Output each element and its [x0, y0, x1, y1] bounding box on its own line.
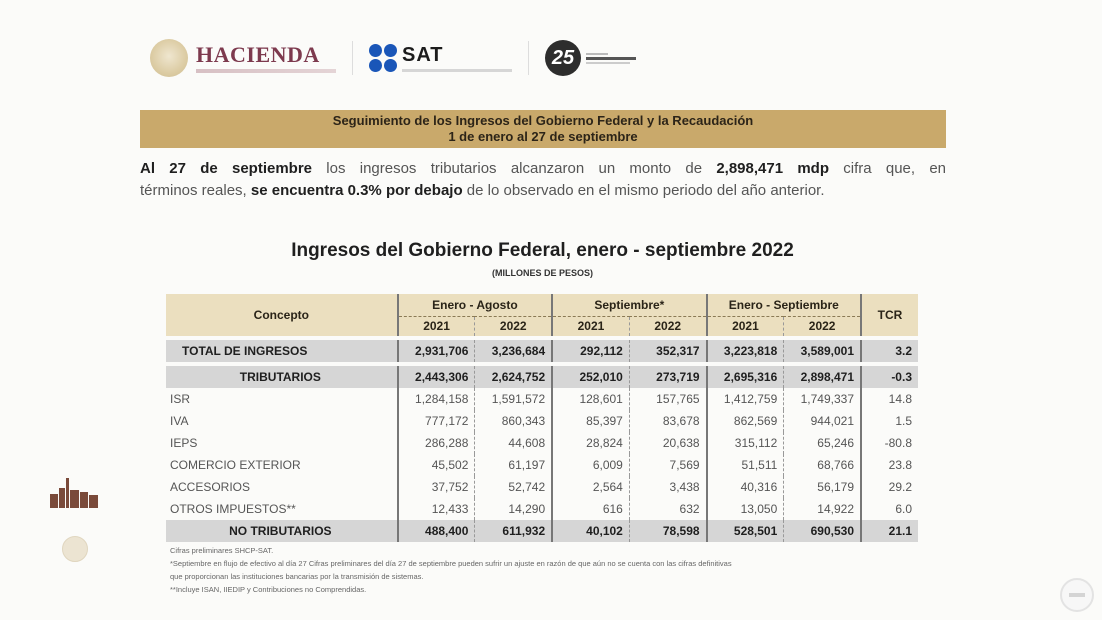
anniversary-logo: 25 [545, 40, 636, 76]
table-row: IEPS 286,288 44,608 28,824 20,638 315,11… [166, 432, 918, 454]
table-row: ACCESORIOS 37,752 52,742 2,564 3,438 40,… [166, 476, 918, 498]
hacienda-logo: HACIENDA [150, 39, 336, 77]
sat-logo: SAT [369, 44, 512, 72]
table-title: Ingresos del Gobierno Federal, enero - s… [291, 240, 794, 261]
anniversary-25-icon: 25 [545, 40, 581, 76]
header-septiembre: Septiembre* [551, 294, 707, 317]
footnote: que proporcionan las instituciones banca… [170, 572, 424, 581]
summary-date: Al 27 de septiembre [140, 160, 313, 177]
table-row-tributarios: TRIBUTARIOS 2,443,306 2,624,752 252,010 … [166, 366, 918, 388]
footnotes: Cifras preliminares SHCP-SAT. *Septiembr… [170, 544, 930, 596]
footnote: *Septiembre en flujo de efectivo al día … [170, 559, 732, 568]
hacienda-tagline [196, 68, 336, 73]
table-row-no-tributarios: NO TRIBUTARIOS 488,400 611,932 40,102 78… [166, 520, 918, 542]
summary-paragraph: Al 27 de septiembre los ingresos tributa… [140, 160, 947, 199]
sat-dots-icon [369, 44, 397, 72]
header-year: 2022 [474, 316, 553, 336]
table-row: OTROS IMPUESTOS** 12,433 14,290 616 632 … [166, 498, 918, 520]
sat-wordmark: SAT [402, 43, 444, 66]
logo-bar: HACIENDA SAT 25 [150, 36, 636, 80]
broadcast-watermark-icon [1060, 578, 1094, 612]
header-enero-agosto: Enero - Agosto [396, 294, 553, 317]
header-year: 2021 [551, 316, 630, 336]
table-row-total: TOTAL DE INGRESOS 2,931,706 3,236,684 29… [166, 340, 918, 362]
table-row: IVA 777,172 860,343 85,397 83,678 862,56… [166, 410, 918, 432]
table-row: COMERCIO EXTERIOR 45,502 61,197 6,009 7,… [166, 454, 918, 476]
hacienda-wordmark: HACIENDA [196, 41, 320, 67]
table-row: ISR 1,284,158 1,591,572 128,601 157,765 … [166, 388, 918, 410]
header-year: 2022 [783, 316, 861, 336]
footnote: Cifras preliminares SHCP-SAT. [170, 546, 274, 555]
footnote: **Incluye ISAN, IIEDIP y Contribuciones … [170, 585, 367, 594]
header-year: 2021 [396, 316, 475, 336]
banner-date-range: 1 de enero al 27 de septiembre [448, 129, 638, 144]
sat-tagline [402, 68, 512, 72]
header-year: 2021 [705, 316, 784, 336]
logo-divider [528, 41, 529, 75]
seal-icon [62, 536, 88, 562]
table-units: (MILLONES DE PESOS) [491, 268, 593, 278]
national-seal-icon [150, 39, 188, 77]
title-banner: Seguimiento de los Ingresos del Gobierno… [140, 110, 946, 148]
city-skyline-icon [48, 478, 100, 508]
header-year: 2022 [628, 316, 707, 336]
banner-title: Seguimiento de los Ingresos del Gobierno… [332, 113, 754, 128]
header-concepto: Concepto [166, 294, 398, 336]
summary-amount: 2,898,471 mdp [716, 160, 829, 177]
header-enero-septiembre: Enero - Septiembre [705, 294, 861, 317]
header-tcr: TCR [860, 294, 918, 336]
summary-change: se encuentra 0.3% por debajo [250, 182, 463, 199]
logo-divider [352, 41, 353, 75]
revenue-table: Concepto Enero - Agosto Septiembre* Ener… [166, 294, 918, 542]
